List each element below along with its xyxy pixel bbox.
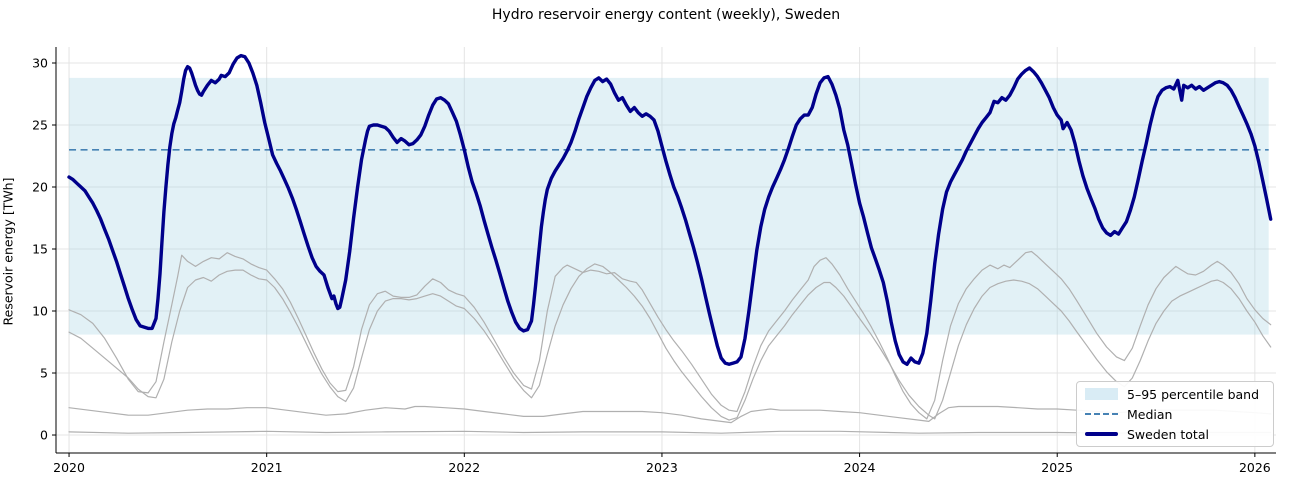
chart-title: Hydro reservoir energy content (weekly),…	[491, 7, 841, 23]
x-tick-label: 2026	[1239, 460, 1271, 475]
y-tick-label: 0	[40, 427, 48, 442]
legend: 5–95 percentile band Median Sweden total	[1076, 381, 1274, 447]
x-tick-label: 2021	[251, 460, 283, 475]
legend-label-sweden-total: Sweden total	[1127, 426, 1209, 442]
legend-label-median: Median	[1127, 406, 1173, 422]
legend-label-band: 5–95 percentile band	[1127, 386, 1260, 402]
percentile-band-swatch	[1085, 388, 1118, 400]
series-gray-line-1	[68, 250, 1272, 420]
x-tick-label: 2020	[53, 460, 85, 475]
legend-item-percentile-band: 5–95 percentile band	[1085, 385, 1265, 403]
series-sweden-total	[67, 53, 1273, 366]
legend-item-median: Median	[1085, 405, 1265, 423]
series-gray-line-3	[68, 405, 1272, 424]
y-tick-label: 25	[32, 117, 48, 132]
legend-item-sweden-total: Sweden total	[1085, 425, 1265, 443]
percentile-band	[69, 77, 1269, 335]
y-tick-label: 5	[40, 365, 48, 380]
series-gray-line-2	[68, 263, 1272, 421]
y-tick-label: 10	[32, 303, 48, 318]
series-gray-line-4	[68, 430, 1272, 434]
y-tick-label: 15	[32, 241, 48, 256]
median-dashed-line-swatch	[1085, 413, 1118, 415]
sweden-total-line-swatch	[1085, 432, 1118, 436]
x-tick-label: 2023	[646, 460, 678, 475]
x-tick-label: 2024	[844, 460, 876, 475]
x-tick-label: 2025	[1041, 460, 1073, 475]
y-tick-label: 20	[32, 179, 48, 194]
x-tick-label: 2022	[448, 460, 480, 475]
y-tick-label: 30	[32, 55, 48, 70]
